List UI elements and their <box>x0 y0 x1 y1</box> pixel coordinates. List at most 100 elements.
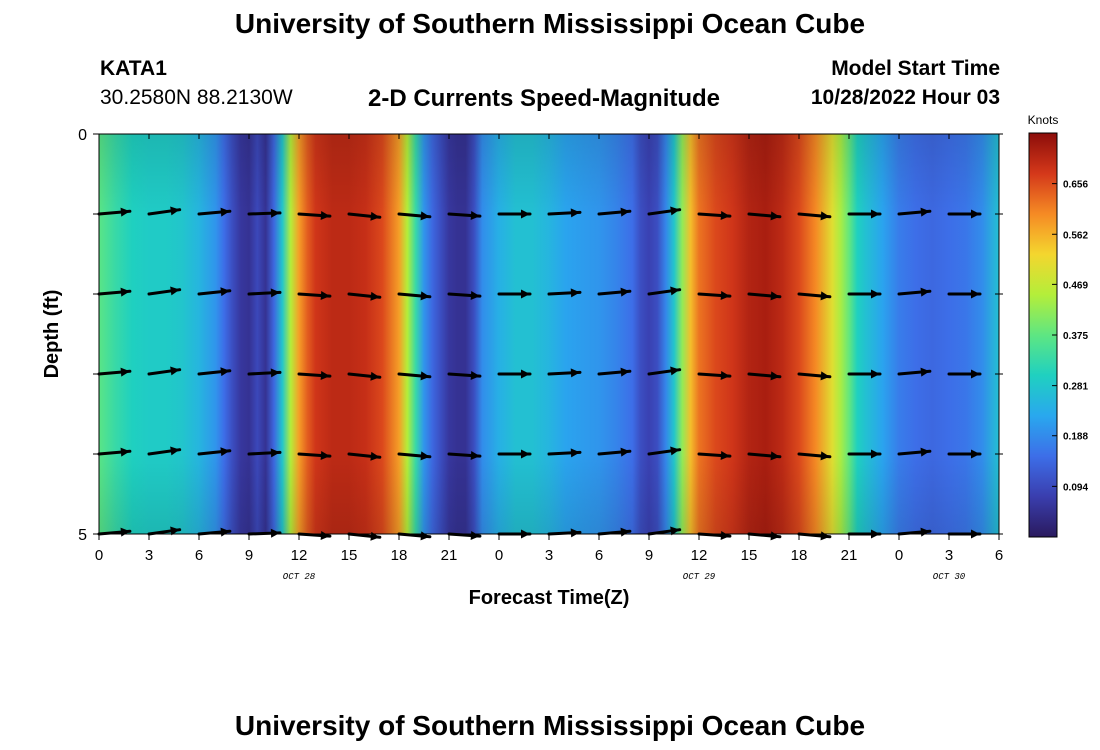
date-label: OCT 30 <box>933 572 966 582</box>
current-vector <box>97 367 132 377</box>
colorbar-tick-label: 0.281 <box>1063 382 1088 393</box>
current-vector <box>147 526 182 536</box>
x-axis-label: Forecast Time(Z) <box>469 587 630 609</box>
model-start-value: 10/28/2022 Hour 03 <box>810 86 1000 109</box>
current-vector <box>897 367 932 377</box>
current-vector <box>147 366 182 376</box>
current-vector <box>97 447 132 457</box>
colorbar-tick-label: 0.094 <box>1063 482 1088 493</box>
x-tick-label: 0 <box>895 547 903 564</box>
current-vector <box>397 451 432 461</box>
current-vector <box>647 206 682 216</box>
current-vector <box>347 451 382 461</box>
current-vector <box>847 209 882 219</box>
current-vector <box>697 291 732 301</box>
footer-title: University of Southern Mississippi Ocean… <box>234 710 866 741</box>
x-tick-label: 9 <box>245 547 253 564</box>
current-vector <box>547 448 582 458</box>
current-vector <box>297 451 332 461</box>
current-vector <box>247 368 282 378</box>
colorbar-tick-label: 0.562 <box>1063 230 1088 241</box>
current-vector <box>247 208 282 218</box>
current-vector <box>597 367 632 377</box>
current-vector <box>797 451 832 461</box>
x-tick-label: 6 <box>195 547 203 564</box>
current-vector <box>197 447 232 457</box>
current-vector <box>897 207 932 217</box>
current-vector <box>447 371 482 381</box>
page-title: University of Southern Mississippi Ocean… <box>234 8 866 39</box>
current-vector <box>447 451 482 461</box>
current-vector <box>297 211 332 221</box>
current-vector <box>647 366 682 376</box>
current-vector <box>397 211 432 221</box>
current-vector <box>697 211 732 221</box>
current-vector <box>947 209 982 219</box>
current-vector <box>597 447 632 457</box>
colorbar-tick-label: 0.656 <box>1063 180 1088 191</box>
current-vector <box>847 449 882 459</box>
date-label: OCT 28 <box>283 572 316 582</box>
current-vector <box>497 209 532 219</box>
x-tick-label: 3 <box>545 547 553 564</box>
current-vector <box>97 287 132 297</box>
x-tick-label: 3 <box>145 547 153 564</box>
current-vector <box>197 207 232 217</box>
current-vector <box>147 446 182 456</box>
current-vector <box>897 447 932 457</box>
current-vector <box>297 371 332 381</box>
colorbar-tick-label: 0.375 <box>1063 331 1088 342</box>
current-vector <box>97 207 132 217</box>
current-vector <box>647 526 682 536</box>
y-tick-label: 0 <box>78 127 87 144</box>
current-vector <box>697 371 732 381</box>
x-tick-label: 12 <box>691 547 708 564</box>
current-vector <box>447 291 482 301</box>
current-vector <box>447 211 482 221</box>
current-vector <box>347 291 382 301</box>
current-vector <box>847 369 882 379</box>
current-vector <box>647 286 682 296</box>
current-vector <box>697 451 732 461</box>
x-tick-label: 0 <box>95 547 103 564</box>
colorbar-tick-label: 0.469 <box>1063 280 1088 291</box>
current-vector <box>347 371 382 381</box>
x-tick-label: 12 <box>291 547 308 564</box>
date-label: OCT 29 <box>683 572 716 582</box>
x-tick-label: 6 <box>995 547 1003 564</box>
current-vector <box>147 206 182 216</box>
current-vector <box>947 369 982 379</box>
x-tick-label: 6 <box>595 547 603 564</box>
current-vector <box>147 286 182 296</box>
current-vector <box>197 367 232 377</box>
x-tick-label: 21 <box>441 547 458 564</box>
x-tick-label: 3 <box>945 547 953 564</box>
current-vector <box>197 287 232 297</box>
station-coords: 30.2580N 88.2130W <box>100 86 293 109</box>
x-tick-label: 9 <box>645 547 653 564</box>
x-tick-label: 18 <box>391 547 408 564</box>
x-tick-label: 15 <box>341 547 358 564</box>
current-vector <box>497 369 532 379</box>
current-vector <box>497 289 532 299</box>
current-vector <box>297 291 332 301</box>
current-vector <box>397 371 432 381</box>
current-vector <box>747 211 782 221</box>
heatmap-shading <box>99 134 999 534</box>
current-vector <box>597 287 632 297</box>
current-vector <box>947 289 982 299</box>
x-tick-label: 18 <box>791 547 808 564</box>
current-vector <box>547 368 582 378</box>
current-vector <box>897 287 932 297</box>
y-tick-label: 5 <box>78 527 87 544</box>
x-tick-label: 21 <box>841 547 858 564</box>
current-vector <box>797 291 832 301</box>
current-vector <box>247 448 282 458</box>
current-vector <box>847 289 882 299</box>
current-vector <box>547 288 582 298</box>
x-tick-label: 15 <box>741 547 758 564</box>
y-axis-label: Depth (ft) <box>41 290 63 379</box>
current-vector <box>397 291 432 301</box>
current-vector <box>797 211 832 221</box>
